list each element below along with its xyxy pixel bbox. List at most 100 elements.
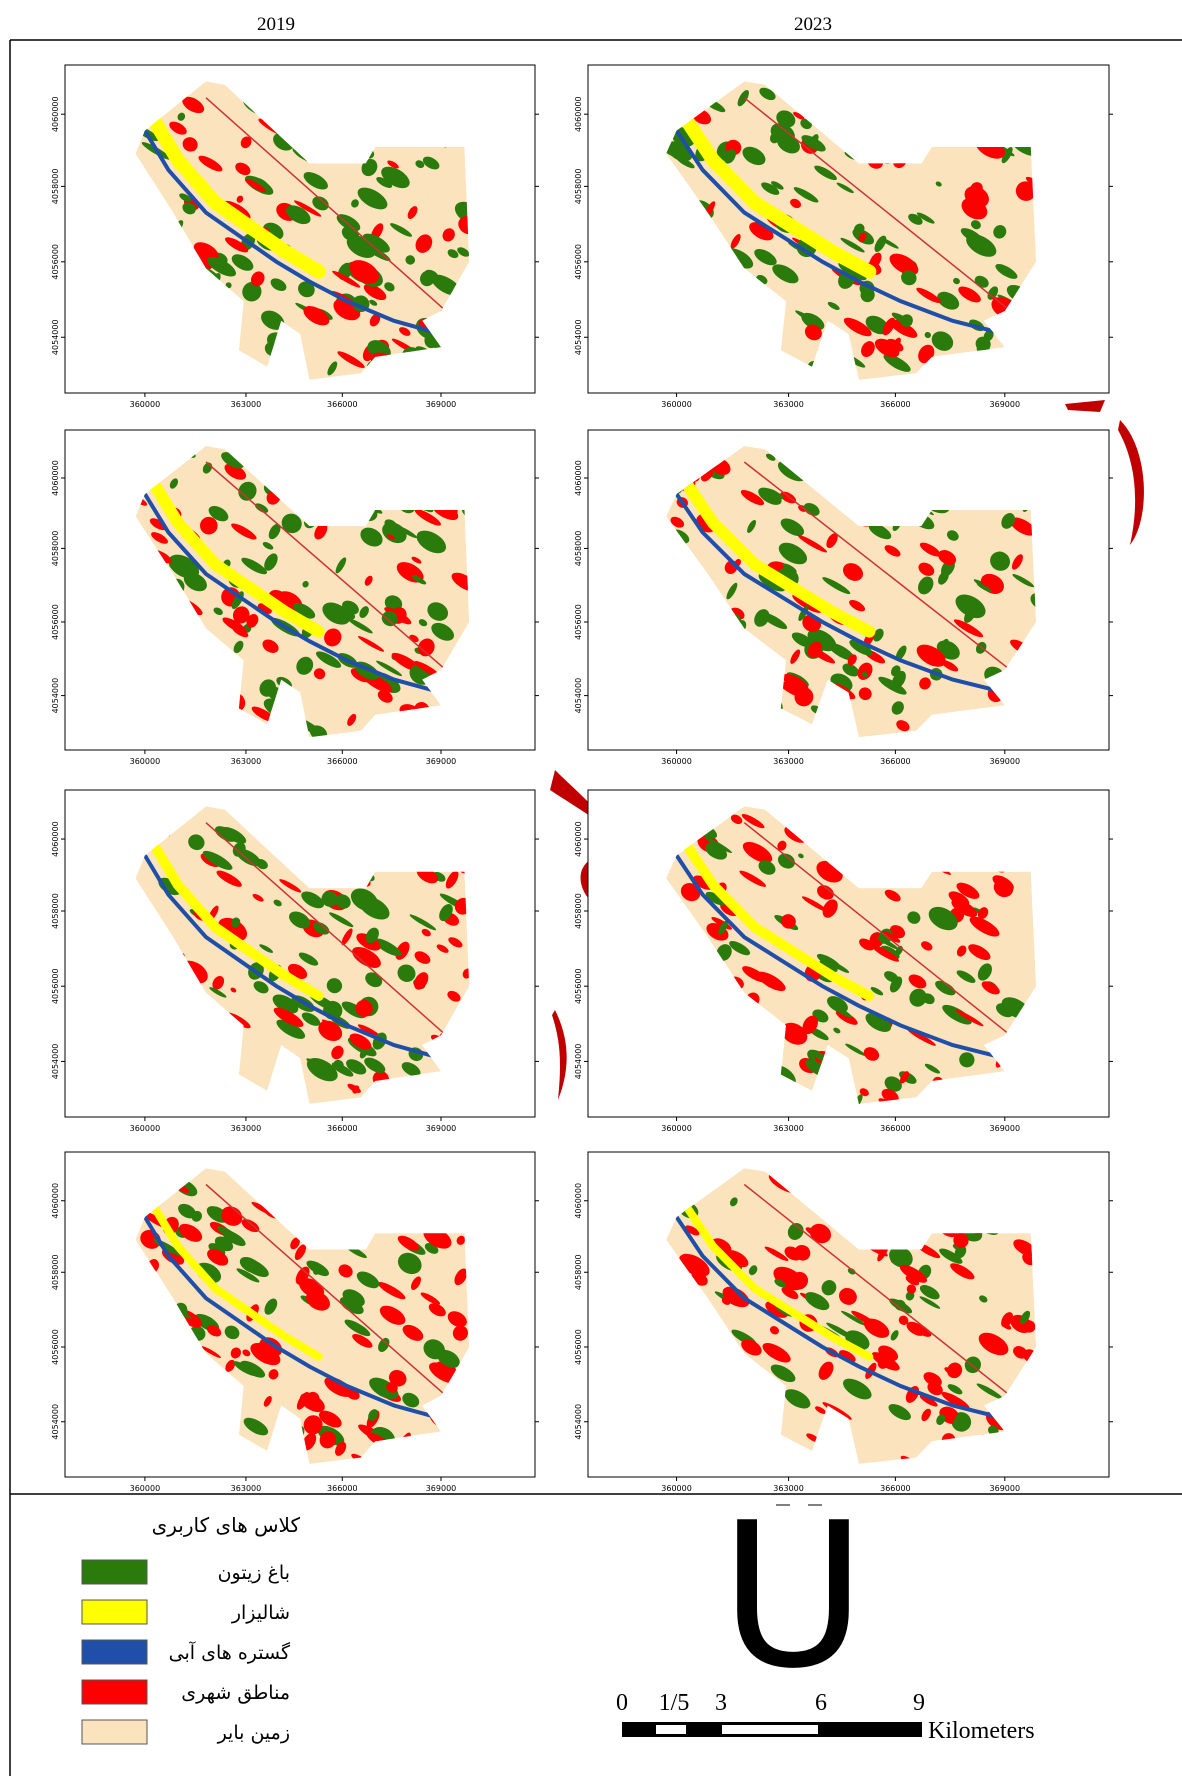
land-patch — [761, 182, 780, 195]
road — [743, 822, 1032, 1053]
land-patch — [347, 713, 357, 726]
land-patch — [376, 660, 403, 677]
land-patch — [993, 878, 1014, 898]
land-patch — [293, 602, 316, 619]
land-paddy — [150, 1203, 323, 1361]
land-patch — [756, 971, 786, 992]
land-patch — [423, 1339, 446, 1360]
legend-label: مناطق شهری — [181, 1682, 290, 1704]
land-patch — [326, 978, 343, 994]
land-patch — [442, 228, 455, 242]
land-patch — [958, 286, 981, 303]
land-patch — [232, 626, 249, 638]
land-patch — [931, 331, 954, 351]
land-patch — [865, 315, 889, 335]
y-tick-label: 4054000 — [574, 678, 583, 714]
land-patch — [898, 1315, 909, 1325]
land-patch — [242, 1349, 251, 1357]
map-panel: 360000 363000 366000 369000 4054000 4056000 40… — [51, 64, 539, 409]
land-patch — [906, 1284, 917, 1294]
y-tick-label: 4056000 — [574, 604, 583, 640]
scale-label: 1/5 — [659, 1690, 690, 1716]
x-tick-label: 360000 — [130, 1484, 161, 1493]
land-patch — [793, 112, 805, 120]
land-patch — [901, 270, 917, 286]
land-patch — [273, 1007, 304, 1027]
land-patch — [378, 1337, 390, 1352]
y-tick-label: 4058000 — [574, 169, 583, 205]
land-patch — [439, 904, 453, 922]
land-patch — [206, 1324, 222, 1337]
land-patch — [774, 1278, 786, 1288]
land-patch — [447, 1311, 467, 1328]
land-patch — [840, 237, 865, 253]
land-paddy — [679, 113, 877, 279]
scale-bar-segment — [656, 1725, 686, 1734]
y-tick-label: 4060000 — [574, 1183, 583, 1219]
land-patch — [214, 1236, 234, 1252]
land-patch — [169, 121, 187, 135]
land-patch — [725, 1250, 749, 1268]
land-patch — [790, 198, 802, 209]
land-patch — [246, 614, 259, 628]
land-patch — [299, 1393, 325, 1413]
land-patch — [272, 994, 299, 1014]
land-patch — [182, 137, 198, 152]
x-tick-label: 366000 — [880, 757, 911, 766]
land-patch — [874, 235, 887, 252]
land-patch — [236, 848, 261, 867]
x-tick-label: 360000 — [661, 400, 692, 409]
land-patch — [244, 178, 266, 192]
land-patch — [418, 619, 428, 627]
x-tick-label: 369000 — [990, 400, 1021, 409]
land-patch — [990, 551, 1011, 571]
legend-label: گستره های آبی — [169, 1640, 291, 1664]
road — [743, 97, 1032, 328]
x-tick-label: 366000 — [327, 1484, 358, 1493]
x-tick-label: 363000 — [773, 400, 804, 409]
land-patch — [798, 853, 804, 859]
land-patch — [239, 1256, 261, 1274]
land-patch — [407, 206, 418, 220]
land-patch — [236, 1268, 260, 1283]
land-patch — [970, 220, 981, 230]
column-header: 2019 — [257, 14, 295, 35]
y-tick-label: 4060000 — [574, 96, 583, 132]
land-patch — [402, 1392, 420, 1408]
land-patch — [908, 974, 927, 989]
land-patch — [921, 1408, 931, 1422]
land-patch — [301, 1012, 321, 1026]
land-patch — [427, 602, 449, 621]
y-tick-label: 4054000 — [51, 1044, 60, 1080]
land-patch — [202, 850, 233, 870]
land-patch — [847, 1268, 856, 1275]
land-patch — [780, 518, 805, 536]
land-patch — [801, 896, 828, 912]
land-patch — [338, 1264, 353, 1278]
land-patch — [868, 523, 892, 540]
land-patch — [242, 281, 262, 302]
land-patch — [201, 1346, 221, 1358]
land-patch — [332, 270, 361, 288]
x-tick-label: 360000 — [661, 1484, 692, 1493]
legend-label: زمین بایر — [217, 1722, 290, 1744]
x-tick-label: 369000 — [990, 757, 1021, 766]
land-patch — [233, 640, 244, 654]
y-tick-label: 4054000 — [51, 678, 60, 714]
map-panel: 360000 363000 366000 369000 4054000 4056000 40… — [574, 429, 1113, 766]
land-patch — [807, 641, 822, 658]
land-patch — [888, 1404, 911, 1421]
land-patch — [382, 522, 407, 544]
land-patch — [899, 1071, 910, 1084]
land-patch — [259, 679, 276, 697]
land-patch — [790, 649, 801, 664]
land-patch — [953, 1232, 969, 1248]
land-patch — [916, 212, 935, 224]
land-patch — [241, 557, 268, 575]
land-patch — [259, 1337, 283, 1358]
land-patch — [765, 453, 776, 461]
land-water — [143, 1215, 442, 1421]
y-tick-label: 4056000 — [574, 244, 583, 280]
land-patch — [947, 1384, 963, 1395]
land-bare — [135, 81, 470, 380]
